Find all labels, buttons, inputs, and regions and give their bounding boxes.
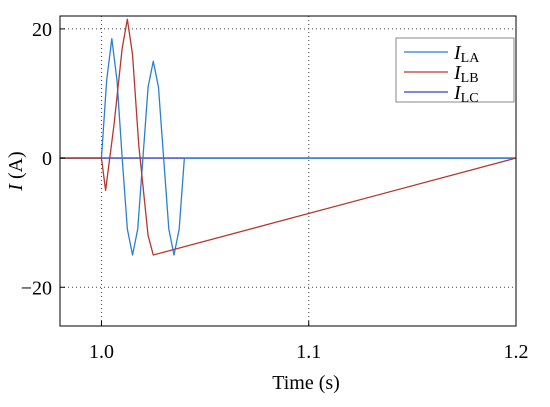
y-tick-label: 20 bbox=[32, 19, 52, 41]
series-layer bbox=[60, 18, 516, 256]
series-line-lb bbox=[60, 18, 516, 256]
legend-box bbox=[395, 37, 515, 103]
x-tick-label: 1.0 bbox=[89, 341, 114, 363]
series-line-la bbox=[60, 37, 516, 256]
ticks: 1.0 1.1 1.2 20 0 −20 bbox=[21, 19, 529, 363]
legend-label-lb: ILB bbox=[453, 62, 479, 86]
y-axis-label-unit: (A) bbox=[5, 151, 27, 184]
plot-frame bbox=[59, 15, 517, 327]
y-axis-label: I (A) bbox=[5, 151, 27, 191]
y-tick-label: −20 bbox=[21, 277, 52, 299]
y-tick-label: 0 bbox=[42, 148, 52, 170]
x-axis-label: Time (s) bbox=[272, 372, 340, 394]
x-tick-label: 1.2 bbox=[504, 341, 529, 363]
legend-label-la: ILA bbox=[453, 42, 480, 66]
y-axis-label-symbol: I bbox=[5, 183, 27, 192]
x-tick-label: 1.1 bbox=[296, 341, 321, 363]
legend-label-lc: ILC bbox=[453, 82, 479, 106]
